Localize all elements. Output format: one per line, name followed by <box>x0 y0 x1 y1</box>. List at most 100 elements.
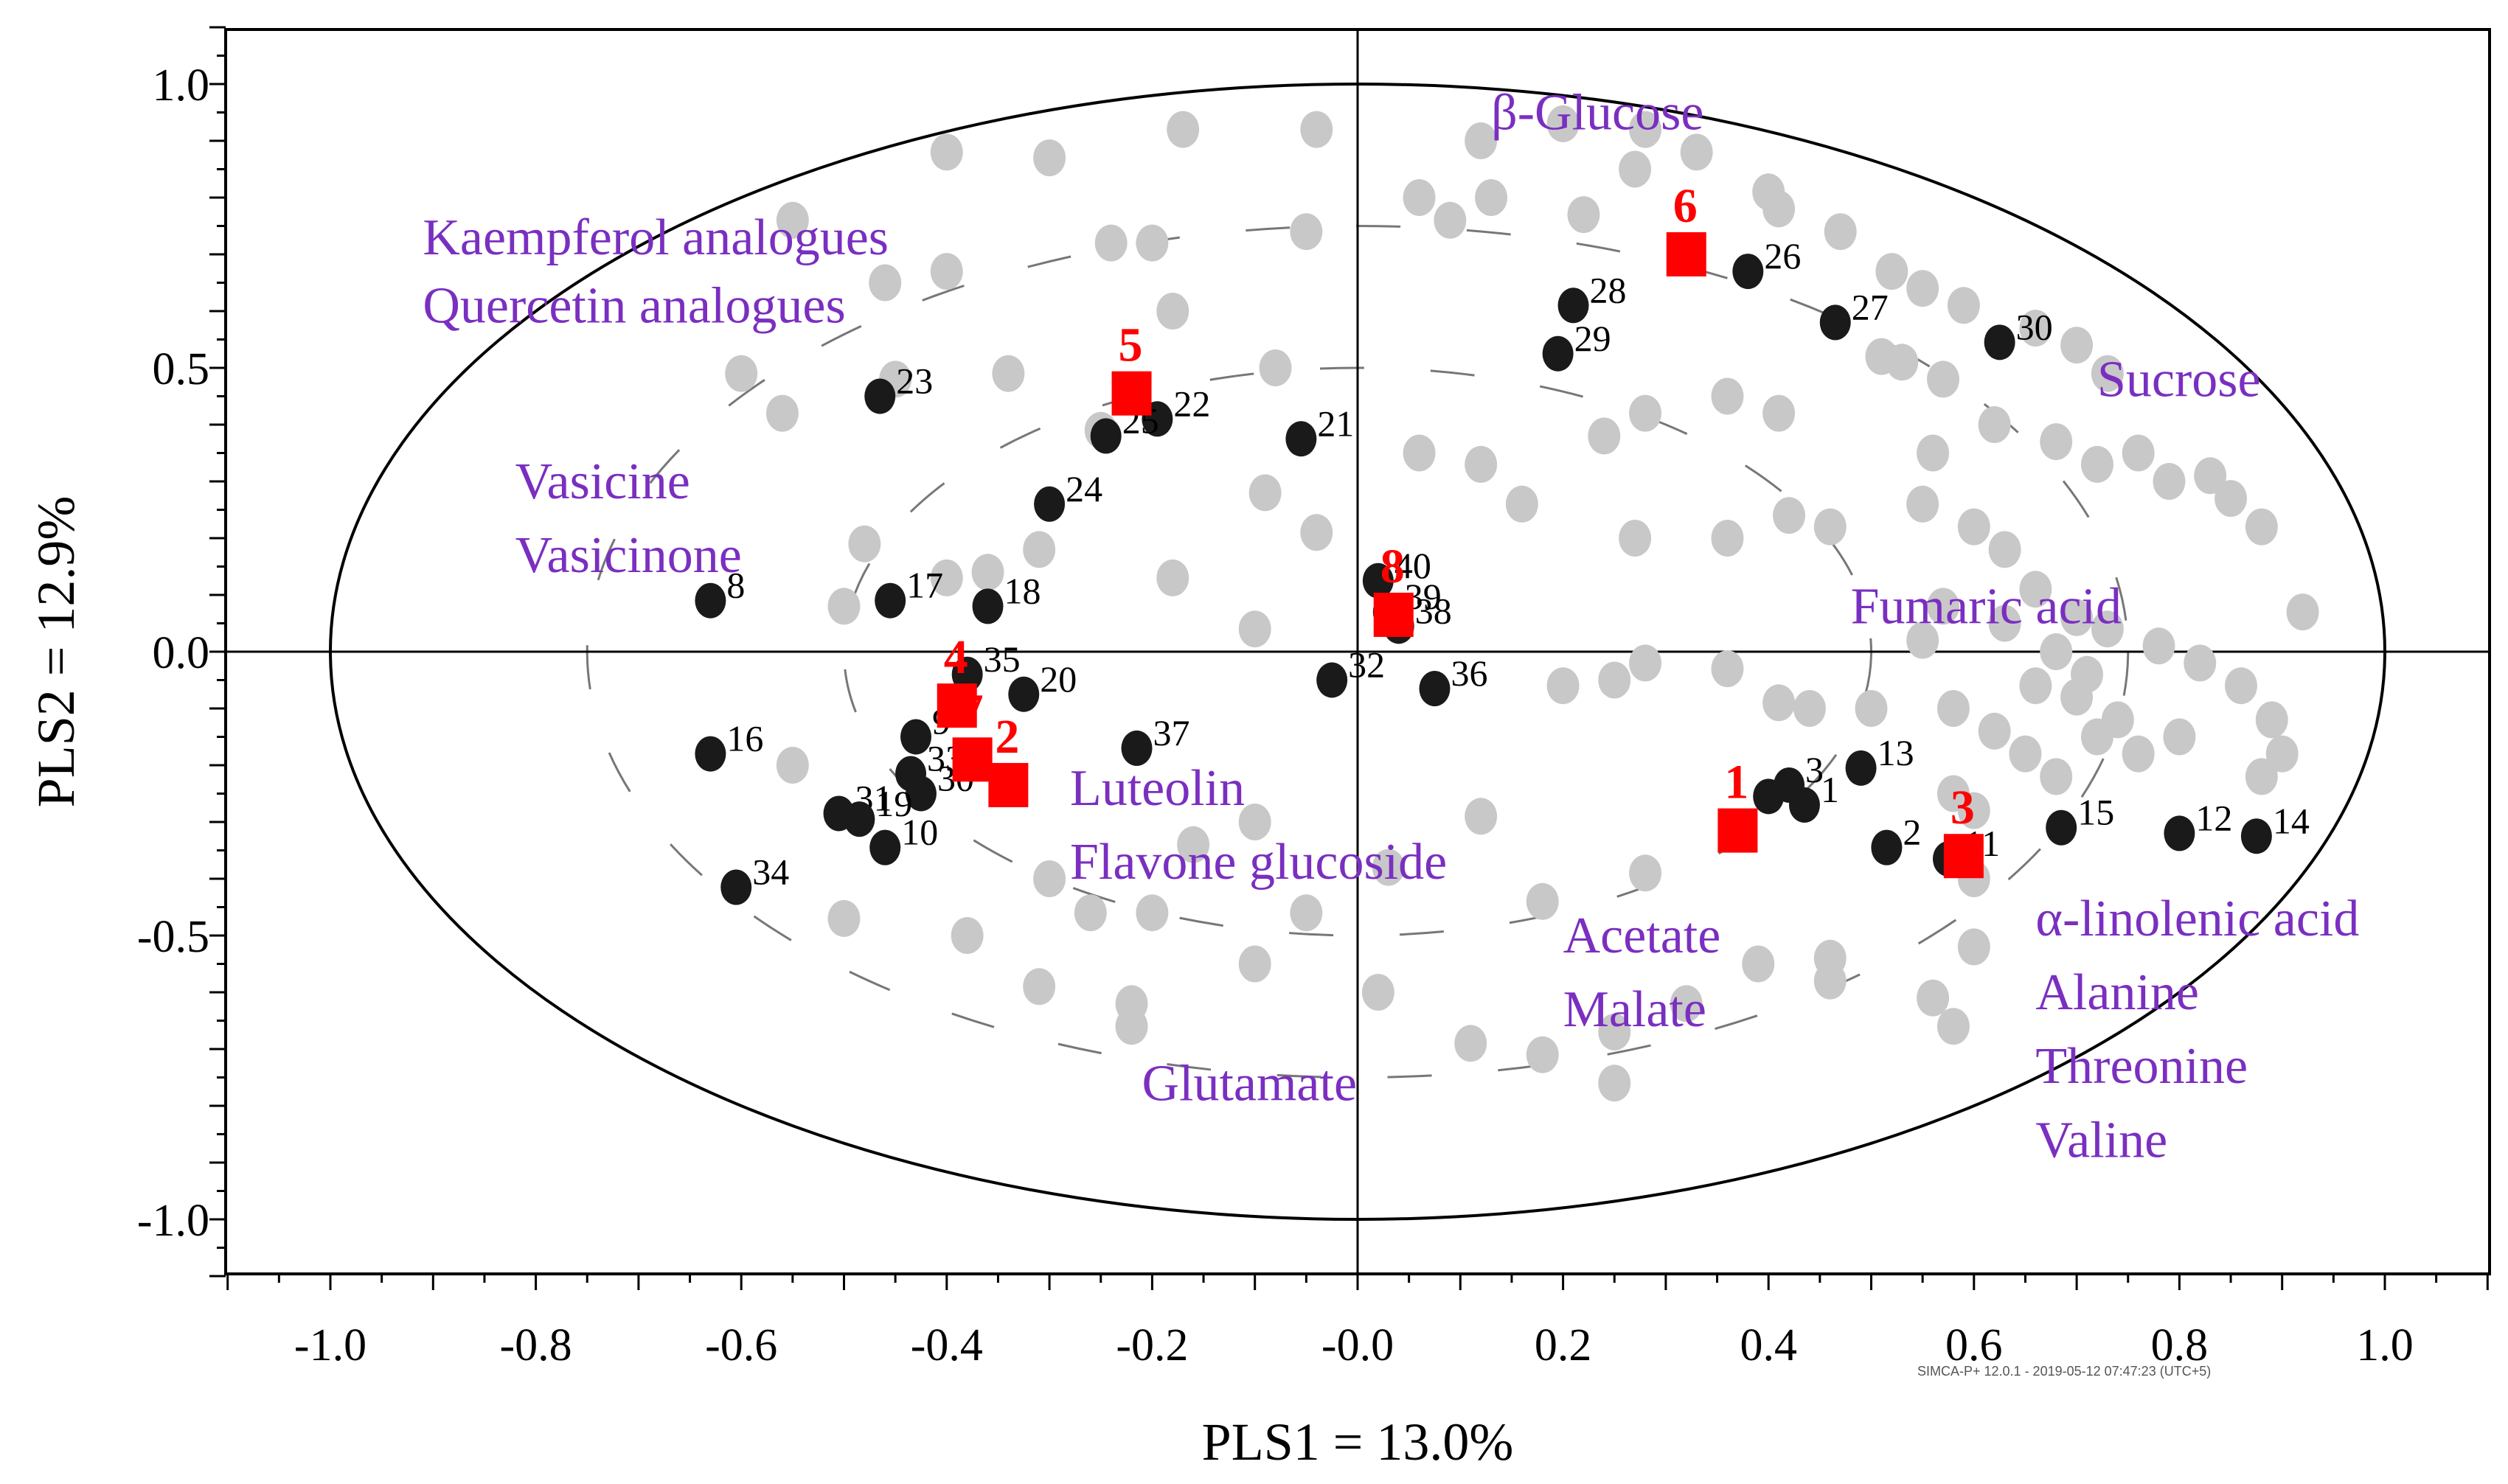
observation-point <box>905 776 937 812</box>
observation-point <box>1819 304 1851 341</box>
variable-point <box>930 253 963 290</box>
variable-point <box>1434 201 1467 239</box>
observation-label: 2 <box>1903 812 1921 853</box>
observation-label: 29 <box>1574 318 1611 359</box>
variable-point <box>1033 860 1066 897</box>
variable-point <box>992 355 1025 392</box>
observation-point <box>1362 562 1394 599</box>
variable-point <box>1936 690 1970 727</box>
variable-point <box>1403 434 1436 472</box>
observation-point <box>2164 815 2195 851</box>
sample-marker <box>952 737 993 782</box>
variable-point <box>2153 463 2186 500</box>
variable-point <box>1156 559 1189 596</box>
variable-point <box>1136 224 1169 262</box>
observation-label: 21 <box>1317 403 1354 444</box>
variable-point <box>1742 945 1775 983</box>
variable-point <box>2122 434 2155 472</box>
observation-point <box>1316 662 1348 698</box>
variable-point <box>1465 445 1498 483</box>
variable-point <box>1023 968 1056 1006</box>
variable-point <box>1711 377 1744 415</box>
axis-ticks: -1.0 -0.8 -0.6 -0.4 -0.2 -0.0 0.2 0.4 0.6 0.8 1.0 1… <box>137 26 2490 1370</box>
variable-point <box>1957 928 1990 966</box>
variable-point <box>869 264 902 302</box>
observation-label: 17 <box>906 565 943 606</box>
variable-point <box>1546 667 1580 705</box>
observation-label: 37 <box>1153 712 1190 753</box>
variable-point <box>1475 179 1508 216</box>
observation-label: 1 <box>1821 769 1839 810</box>
metabolite-label: Luteolin <box>1070 760 1245 817</box>
variable-point <box>827 899 861 937</box>
sample-label: 7 <box>959 684 984 738</box>
variable-point <box>1917 434 1950 472</box>
sample-label: 4 <box>944 630 968 684</box>
sample-marker <box>988 762 1029 807</box>
variable-point <box>2255 701 2288 739</box>
variable-point <box>1875 253 1908 290</box>
variable-point <box>1300 514 1333 551</box>
variable-point <box>1465 122 1498 159</box>
observation-label: 26 <box>1764 235 1801 276</box>
variable-point <box>1629 394 1662 432</box>
x-axis-title: PLS1 = 13.0% <box>1202 1412 1514 1471</box>
variable-point <box>1936 775 1970 812</box>
observation-label: 3 <box>1805 749 1824 790</box>
metabolite-labels: β-Glucose Kaempferol analogues Quercetin a… <box>423 85 2359 1169</box>
variable-point <box>2060 327 2094 364</box>
sample-label: 3 <box>1951 781 1975 835</box>
sample-label: 8 <box>1380 540 1405 593</box>
variable-point <box>1588 417 1621 455</box>
observation-label: 23 <box>896 360 933 402</box>
variable-point <box>1526 1036 1559 1073</box>
observation-label: 12 <box>2195 797 2232 838</box>
variable-point <box>1177 826 1210 863</box>
variable-point <box>2060 599 2094 636</box>
observation-point <box>1542 335 1574 372</box>
variable-point <box>1115 1008 1148 1045</box>
observation-point <box>1788 787 1820 823</box>
x-tick-label: 1.0 <box>2356 1320 2414 1370</box>
metabolite-label: β-Glucose <box>1491 85 1703 142</box>
observation-label: 15 <box>2077 792 2114 833</box>
variable-point <box>1136 894 1169 932</box>
variable-point <box>1403 179 1436 216</box>
metabolite-label: α-linolenic acid <box>2035 891 2359 947</box>
sample-marker <box>1666 232 1706 276</box>
variable-point <box>2142 627 2175 665</box>
observation-point <box>1753 778 1785 815</box>
variable-point <box>1762 394 1796 432</box>
variable-point <box>1762 190 1796 228</box>
observation-point <box>1845 750 1877 786</box>
observation-point <box>1557 288 1589 324</box>
variable-point <box>1259 349 1292 386</box>
variable-point <box>1773 497 1806 534</box>
variable-point <box>1526 882 1559 920</box>
variable-point <box>1927 360 1960 398</box>
observation-point <box>695 582 726 619</box>
variable-point <box>1546 105 1580 142</box>
observation-point <box>720 869 752 905</box>
variable-point <box>1361 974 1394 1011</box>
x-tick-label: -0.6 <box>705 1320 777 1370</box>
variable-point <box>2040 633 2073 670</box>
variable-point <box>776 201 809 239</box>
variable-point <box>2265 735 2299 773</box>
metabolite-label: Sucrose <box>2097 352 2261 408</box>
observation-label: 24 <box>1066 468 1102 509</box>
observation-point <box>1984 324 2015 360</box>
variable-point <box>1156 293 1189 330</box>
variable-point <box>1290 213 1323 251</box>
variable-point <box>2009 735 2042 773</box>
variable-point <box>2194 457 2227 495</box>
variable-point <box>848 525 881 562</box>
y-tick-label: -0.5 <box>137 912 209 962</box>
variable-point <box>1927 588 1960 625</box>
variable-point <box>1598 1065 1631 1102</box>
variable-point <box>2215 480 2248 518</box>
variable-point <box>2091 610 2124 648</box>
observation-label: 8 <box>726 565 745 606</box>
metabolite-label: Kaempferol analogues <box>423 209 889 266</box>
metabolite-label: Vasicinone <box>515 527 742 584</box>
